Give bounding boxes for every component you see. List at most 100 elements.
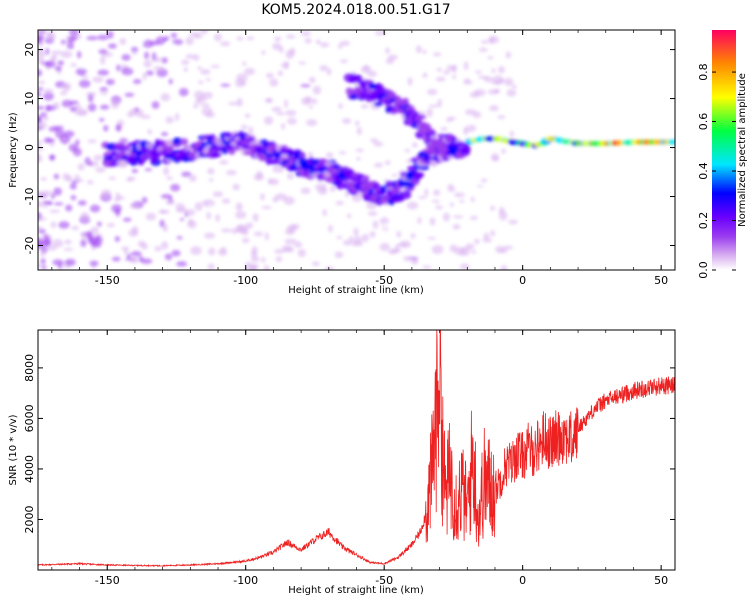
spectrogram-cell	[68, 30, 80, 36]
spectrogram-cell	[111, 256, 121, 262]
spectrogram-cell	[38, 263, 42, 269]
spectrogram-cell	[99, 87, 109, 91]
spectrogram-cell	[130, 46, 139, 53]
spectrogram-cell	[197, 66, 203, 70]
spectrogram-cell	[328, 224, 333, 233]
snr-y-tick-label: 8000	[23, 354, 36, 382]
spectrogram-cell	[205, 77, 211, 82]
spectrogram-cell	[51, 50, 63, 55]
spectrogram-cell	[60, 50, 73, 59]
spectrogram-cell	[339, 40, 351, 46]
spectrogram-y-tick-label: 10	[23, 92, 36, 106]
spectrogram-cell	[38, 225, 42, 230]
spectrogram-cell	[92, 242, 102, 248]
spectrogram-cell	[487, 89, 500, 95]
spectrogram-cell	[483, 232, 490, 240]
spectrogram-cell	[105, 78, 115, 86]
spectrogram-cell	[228, 149, 236, 155]
spectrogram-cell	[61, 83, 69, 90]
spectrogram-cell	[459, 145, 471, 153]
spectrogram-cell	[329, 185, 336, 193]
spectrogram-cell	[334, 251, 344, 259]
colorbar-tick-label: 0.2	[697, 212, 710, 230]
spectrogram-cell	[300, 31, 311, 37]
snr-frame	[37, 329, 676, 571]
spectrogram-cell	[439, 141, 448, 149]
spectrogram-cell	[404, 148, 411, 153]
snr-axes: -150 -100 -50 0 50 2000 4000 6000 8000	[23, 330, 675, 587]
spectrogram-cell	[87, 103, 97, 112]
spectrogram-cell	[477, 75, 489, 79]
spectrogram-cell	[60, 90, 68, 96]
spectrogram-cell	[491, 68, 496, 74]
spectrogram-cell	[379, 242, 391, 252]
spectrogram-cell	[213, 33, 222, 42]
spectrogram-cell	[219, 159, 229, 165]
spectrogram-cell	[470, 196, 475, 203]
spectrogram-cell	[418, 195, 427, 200]
spectrogram-cell	[366, 201, 377, 210]
spectrogram-cell	[127, 176, 136, 182]
spectrogram-cell	[336, 235, 343, 240]
spectrogram-cell	[307, 151, 314, 159]
spectrogram-cell	[469, 215, 478, 221]
spectrogram-cell	[193, 103, 199, 109]
spectrogram-cell	[236, 224, 245, 234]
spectrogram-cell	[440, 127, 448, 132]
spectrogram-cell	[221, 198, 231, 204]
spectrogram-cell	[241, 237, 250, 243]
spectrogram-cell	[165, 200, 176, 205]
spectrogram-cell	[165, 146, 174, 153]
spectrogram-cell	[203, 232, 216, 239]
spectrogram-cell	[115, 124, 122, 132]
spectrogram-cell	[187, 218, 194, 226]
spectrogram-cell	[70, 62, 77, 67]
spectrogram-cell	[356, 126, 362, 136]
spectrogram-cell	[363, 64, 370, 71]
spectrogram-cell	[244, 113, 251, 118]
snr-series-line	[38, 330, 675, 568]
spectrogram-cell	[340, 59, 348, 64]
spectrogram-cell	[144, 51, 150, 60]
spectrogram-cell	[236, 73, 248, 83]
spectrogram-cell	[253, 173, 265, 181]
spectrogram-cell	[116, 64, 121, 72]
spectrogram-cell	[407, 77, 413, 86]
spectrogram-cell	[207, 167, 215, 175]
spectrogram-cell	[170, 32, 178, 38]
spectrogram-cell	[389, 36, 395, 43]
spectrogram-cell	[49, 209, 61, 214]
spectrogram-cell	[175, 202, 186, 212]
spectrogram-cell	[129, 202, 138, 209]
spectrogram-cell	[264, 232, 270, 241]
spectrogram-cell	[304, 38, 312, 44]
spectrogram-cell	[188, 174, 197, 182]
spectrogram-cell	[52, 259, 64, 266]
spectrogram-cell	[69, 106, 78, 113]
spectrogram-cell	[40, 251, 46, 257]
spectrogram-cell	[159, 219, 165, 228]
spectrogram-cell	[200, 103, 211, 107]
spectrogram-cell	[482, 237, 493, 243]
spectrogram-cell	[107, 43, 117, 49]
spectrogram-cell	[263, 116, 274, 125]
spectrogram-cell	[181, 171, 192, 177]
spectrogram-cell	[304, 96, 313, 103]
spectrogram-cell	[272, 165, 285, 173]
spectrogram-cell	[459, 247, 470, 257]
spectrogram-cell	[86, 230, 94, 240]
spectrogram-cell	[54, 65, 62, 72]
spectrogram-cell	[474, 89, 486, 97]
spectrogram-y-tick-label: -20	[23, 237, 36, 255]
spectrogram-cell	[319, 42, 330, 48]
spectrogram-cell	[428, 184, 437, 190]
spectrogram-cell	[431, 199, 440, 204]
spectrogram-cell	[207, 247, 216, 256]
spectrogram-cell	[98, 49, 108, 55]
spectrogram-cell	[160, 93, 171, 102]
spectrogram-cell	[41, 265, 47, 270]
spectrogram-cell	[89, 260, 99, 267]
spectrogram-cell	[45, 48, 50, 55]
spectrogram-cell	[131, 51, 138, 55]
